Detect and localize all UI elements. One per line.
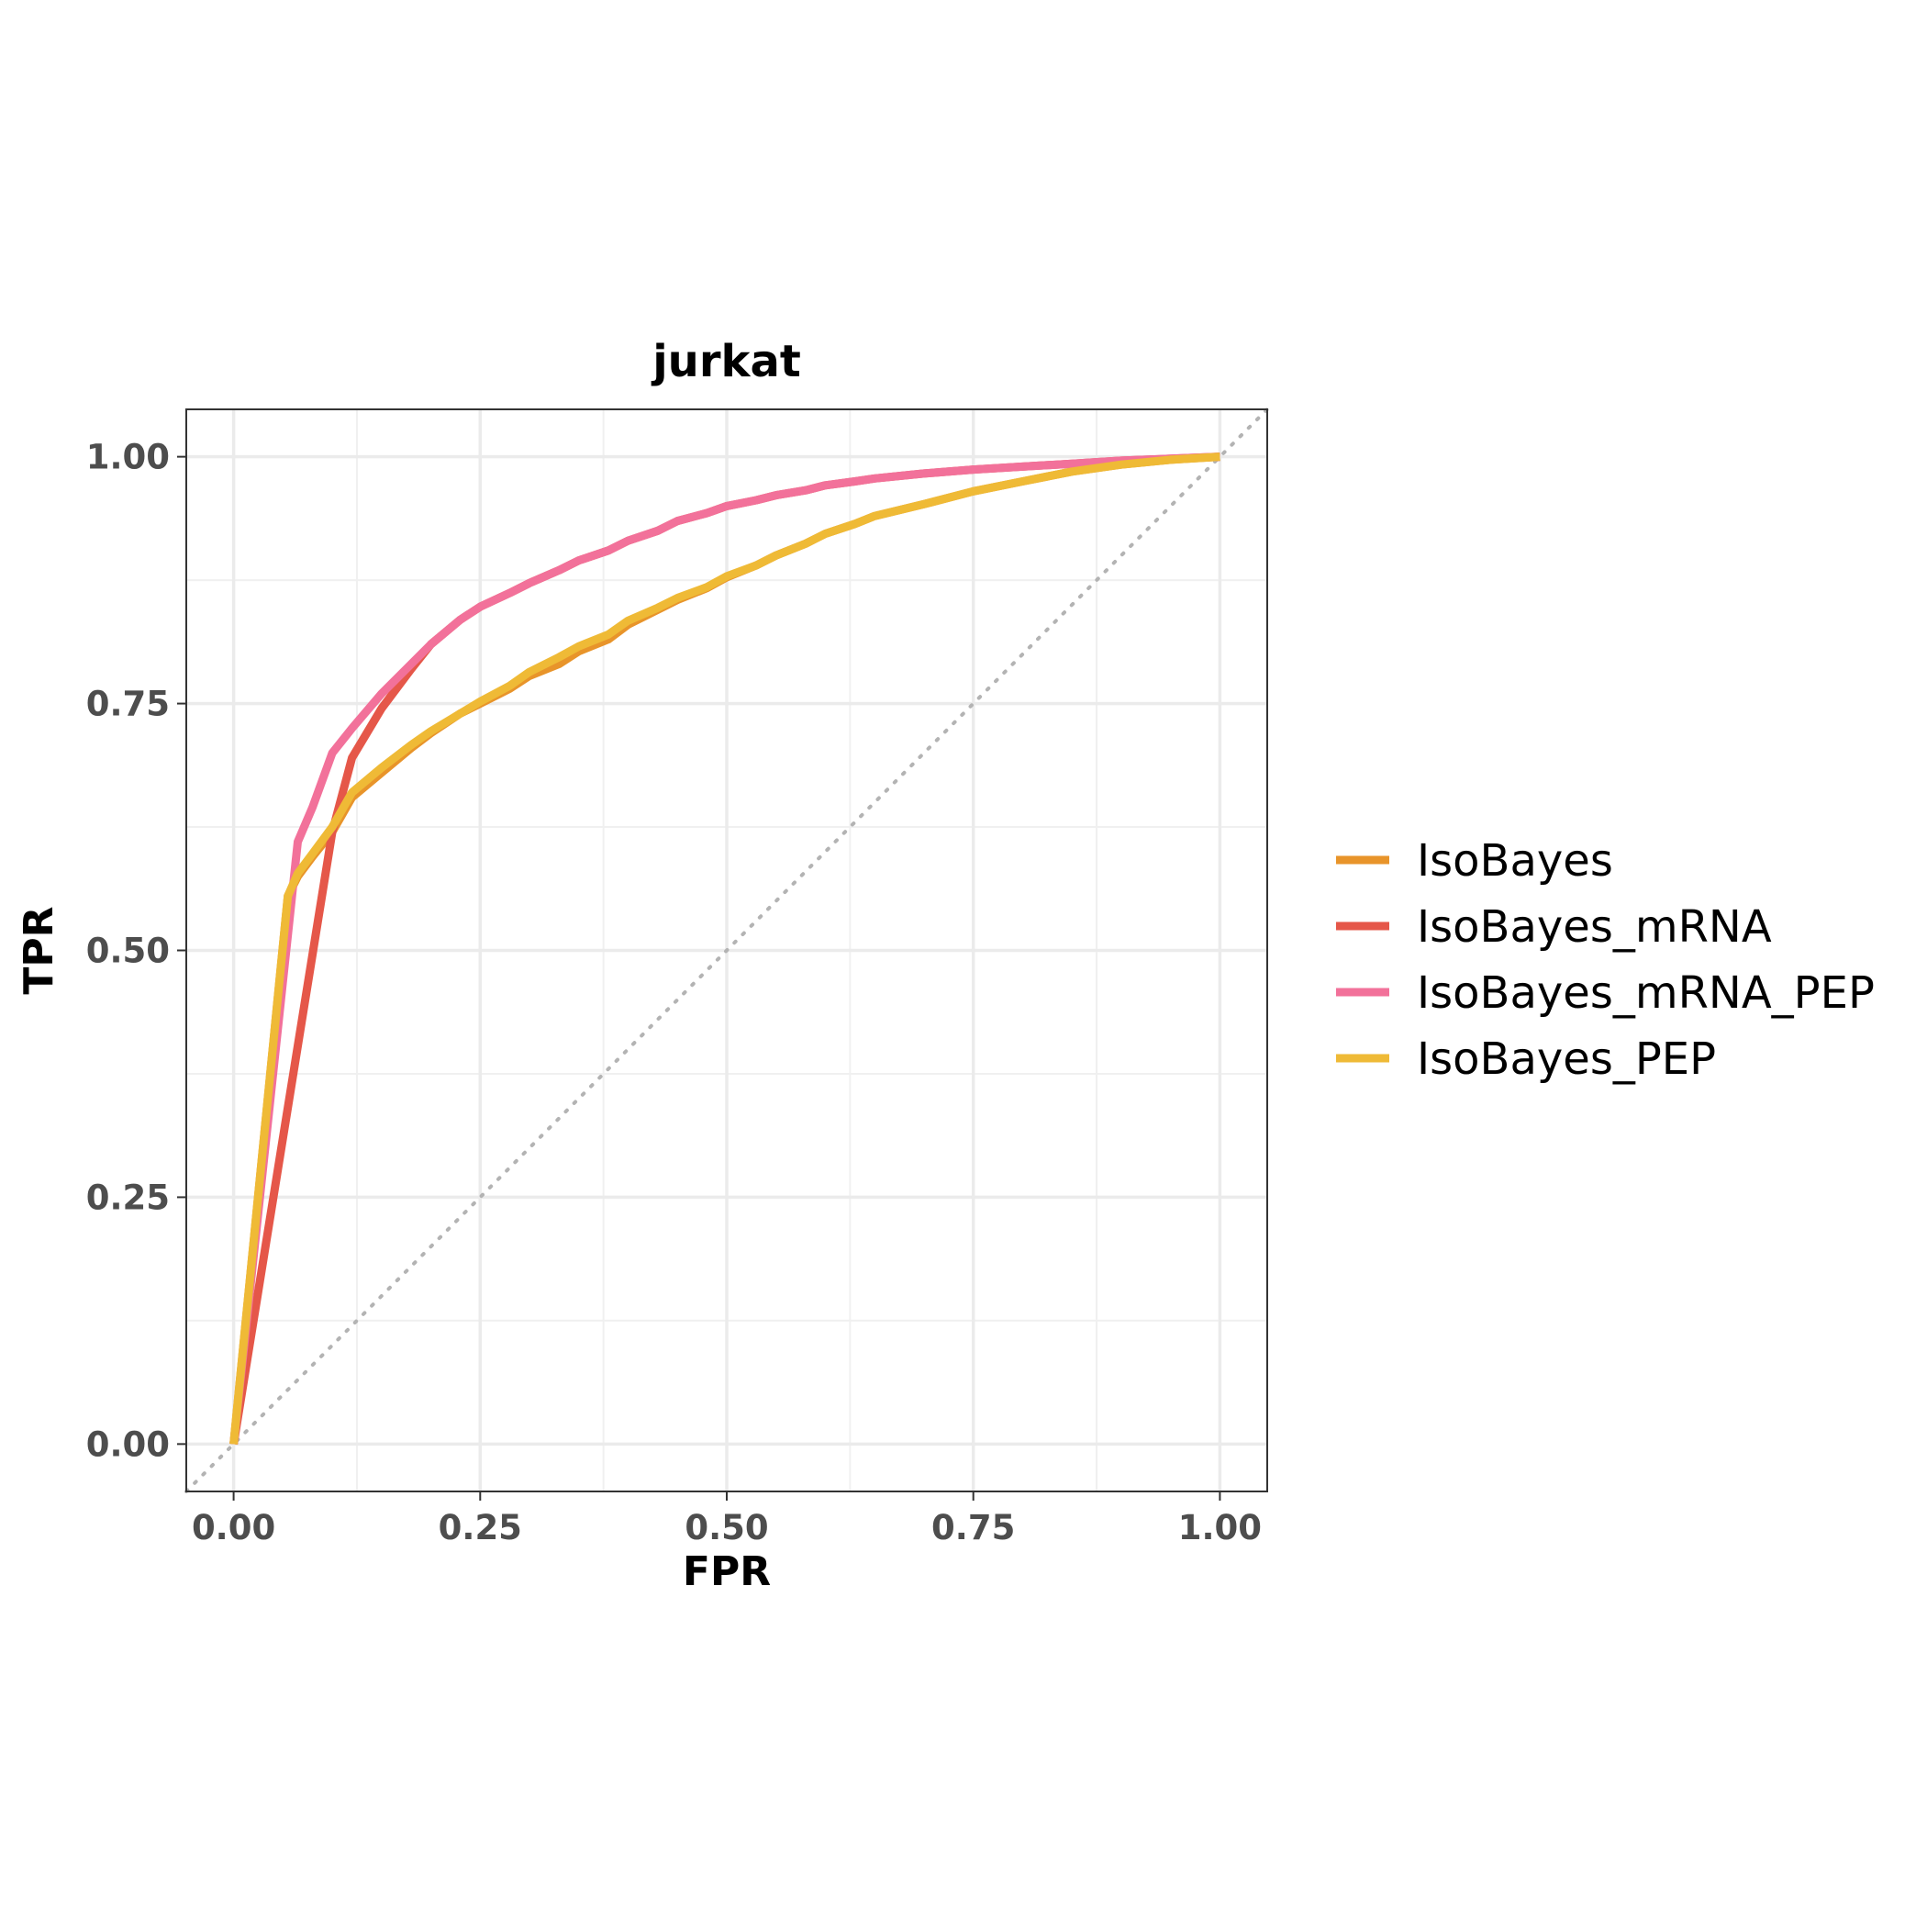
y-tick-label: 1.00 — [86, 438, 170, 477]
y-axis: 0.00 0.25 0.50 0.75 1.00 — [86, 438, 186, 1464]
legend-label: IsoBayes_PEP — [1417, 1033, 1716, 1085]
series-line-isobayes-pep — [229, 452, 1220, 1445]
legend-item-isobayes-pep: IsoBayes_PEP — [1336, 1033, 1716, 1085]
x-tick-label: 1.00 — [1178, 1508, 1262, 1547]
legend-item-isobayes: IsoBayes — [1336, 835, 1613, 887]
y-tick-label: 0.75 — [86, 685, 170, 724]
legend-item-isobayes-mrna-pep: IsoBayes_mRNA_PEP — [1336, 967, 1875, 1019]
x-axis: 0.00 0.25 0.50 0.75 1.00 — [192, 1491, 1262, 1547]
x-tick-label: 0.75 — [931, 1508, 1015, 1547]
x-axis-title: FPR — [683, 1548, 771, 1595]
y-tick-label: 0.50 — [86, 932, 170, 971]
legend-label: IsoBayes — [1417, 835, 1613, 887]
series-line-isobayes-mrna-pep — [229, 452, 1220, 1445]
reference-line-layer — [184, 408, 1269, 1493]
legend-label: IsoBayes_mRNA — [1417, 901, 1772, 953]
chart-title: jurkat — [651, 336, 801, 387]
x-tick-label: 0.25 — [439, 1508, 522, 1547]
y-axis-title: TPR — [16, 906, 62, 994]
reference-diagonal-line — [184, 408, 1269, 1493]
legend-label: IsoBayes_mRNA_PEP — [1417, 967, 1875, 1019]
y-tick-label: 0.00 — [86, 1424, 170, 1464]
x-tick-label: 0.00 — [192, 1508, 275, 1547]
y-tick-label: 0.25 — [86, 1178, 170, 1217]
series-layer — [229, 452, 1220, 1446]
legend-item-isobayes-mrna: IsoBayes_mRNA — [1336, 901, 1772, 953]
legend: IsoBayes IsoBayes_mRNA IsoBayes_mRNA_PEP Is… — [1336, 835, 1875, 1085]
x-tick-label: 0.50 — [685, 1508, 768, 1547]
